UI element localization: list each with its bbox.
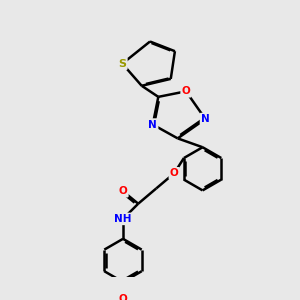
Text: O: O — [170, 168, 178, 178]
Text: O: O — [118, 294, 127, 300]
Text: N: N — [201, 114, 210, 124]
Text: NH: NH — [114, 214, 132, 224]
Text: S: S — [118, 59, 126, 69]
Text: O: O — [118, 186, 127, 196]
Text: N: N — [148, 119, 157, 130]
Text: O: O — [182, 86, 190, 96]
